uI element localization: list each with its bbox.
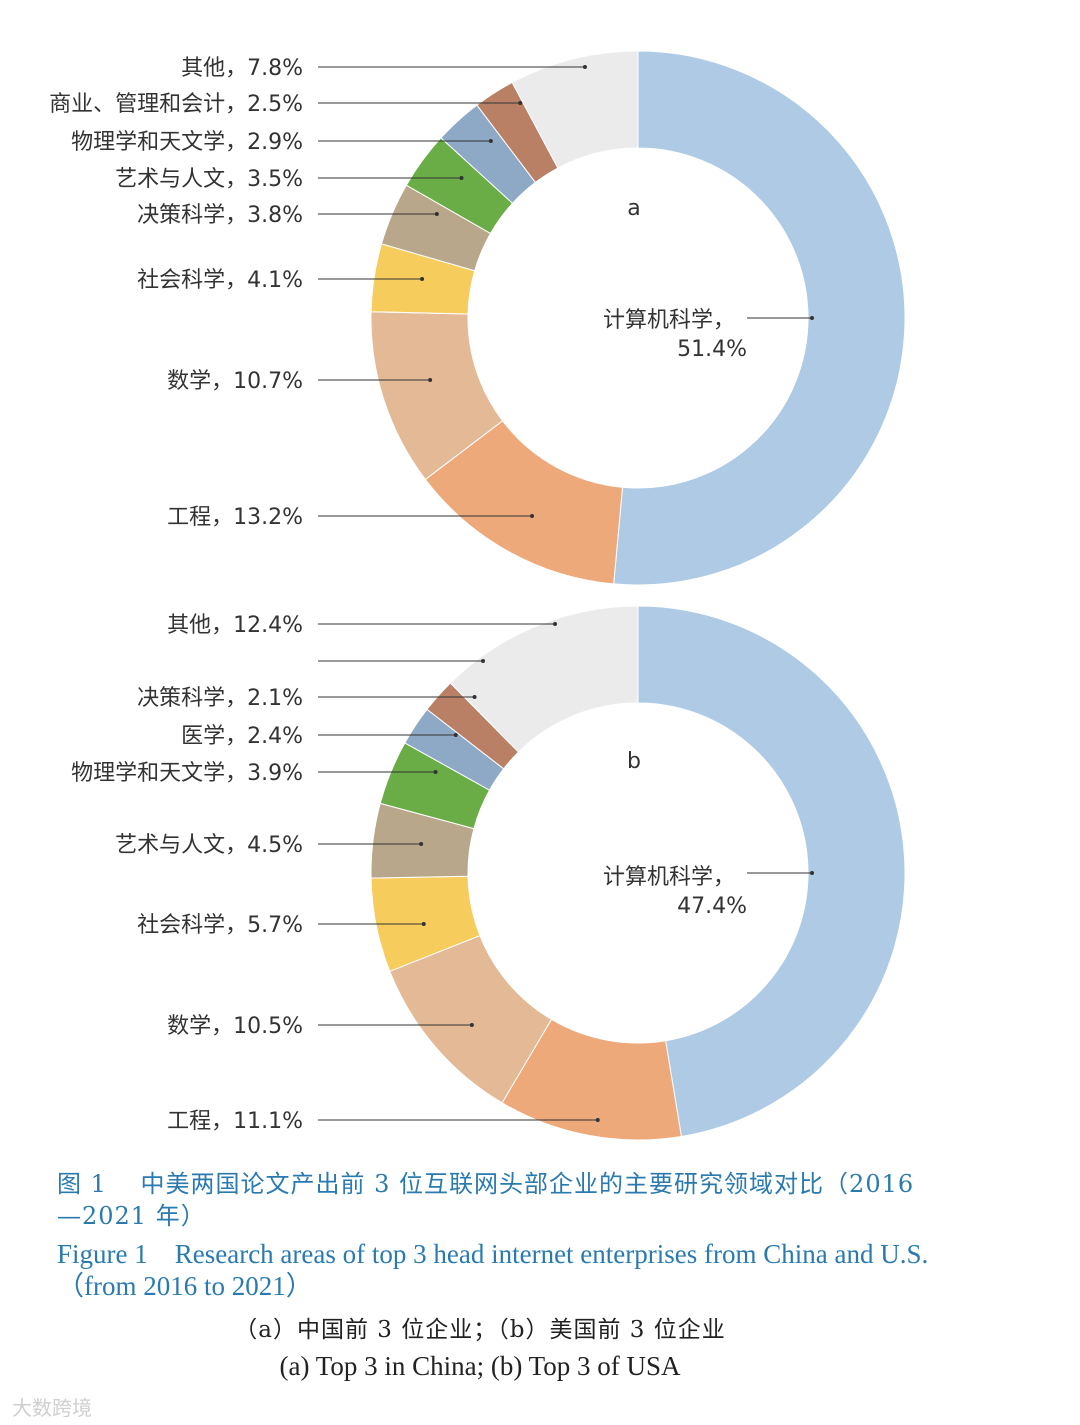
leader-dot-b-8 [481,659,485,663]
slice-label-b-4: 艺术与人文，4.5% [115,833,303,858]
slice-label-b-2: 数学，10.5% [167,1014,303,1039]
slice-label-a-2: 数学，10.7% [167,369,303,394]
watermark-logo: 大数跨境 [12,1392,92,1421]
center-value-b: 47.4% [677,894,747,919]
leader-dot-b-9 [553,622,558,626]
center-dot-b [810,871,814,875]
donut-charts: a 计算机科学， 51.4% 工程，13.2% 数学，10.7% 社会科学，4.1% 决策科… [49,50,906,1141]
leader-dot-b-7 [472,695,477,699]
slice-label-b-7: 决策科学，2.1% [137,686,303,711]
donut-slice-a-0 [613,50,906,586]
leader-dot-a-4 [434,212,439,216]
slice-label-b-5: 物理学和天文学，3.9% [71,761,303,786]
figure-caption-zh: 图 1 中美两国论文产出前 3 位互联网头部企业的主要研究领域对比（2016—2… [57,1170,915,1230]
slice-label-a-4: 决策科学，3.8% [137,203,303,228]
leader-dot-a-2 [428,378,433,382]
slice-label-b-6: 医学，2.4% [181,724,303,749]
leader-dot-a-5 [459,176,464,180]
slice-label-b-1: 工程，11.1% [167,1109,303,1134]
center-label-b: 计算机科学， [603,865,735,890]
slice-label-a-5: 艺术与人文，3.5% [115,167,303,192]
subcaption-en: (a) Top 3 in China; (b) Top 3 of USA [279,1351,681,1381]
watermark-text: 大数跨境 [12,1396,92,1420]
panel-letter-b: b [627,749,641,774]
slice-label-b-3: 社会科学，5.7% [137,913,303,938]
leader-dot-a-6 [488,139,493,143]
donut-slice-b-0 [637,605,906,1138]
slice-label-a-6: 物理学和天文学，2.9% [71,130,303,155]
leader-dot-a-3 [420,277,425,281]
leader-dot-a-8 [582,65,587,69]
donut-slice-b-9 [449,605,639,753]
slice-label-a-7: 商业、管理和会计，2.5% [49,92,303,117]
leader-dot-b-2 [469,1023,474,1027]
leader-dot-b-1 [595,1118,600,1122]
slice-label-a-1: 工程，13.2% [167,505,303,530]
subcaption-zh: （a）中国前 3 位企业；（b）美国前 3 位企业 [234,1317,726,1343]
center-label-a: 计算机科学， [603,308,735,333]
leader-dot-b-4 [419,842,424,846]
slice-label-a-3: 社会科学，4.1% [137,268,303,293]
slice-label-a-8: 其他，7.8% [181,56,303,81]
leader-dot-b-3 [421,922,426,926]
leader-dot-a-1 [530,514,535,518]
figure-caption-en: Figure 1 Research areas of top 3 head in… [57,1239,929,1301]
center-value-a: 51.4% [677,337,747,362]
slice-label-b-9: 其他，12.4% [167,613,303,638]
leader-dot-a-7 [518,101,523,105]
leader-dot-b-5 [433,770,438,774]
panel-letter-a: a [627,196,640,221]
leader-dot-b-6 [453,733,458,737]
center-dot-a [810,316,814,320]
